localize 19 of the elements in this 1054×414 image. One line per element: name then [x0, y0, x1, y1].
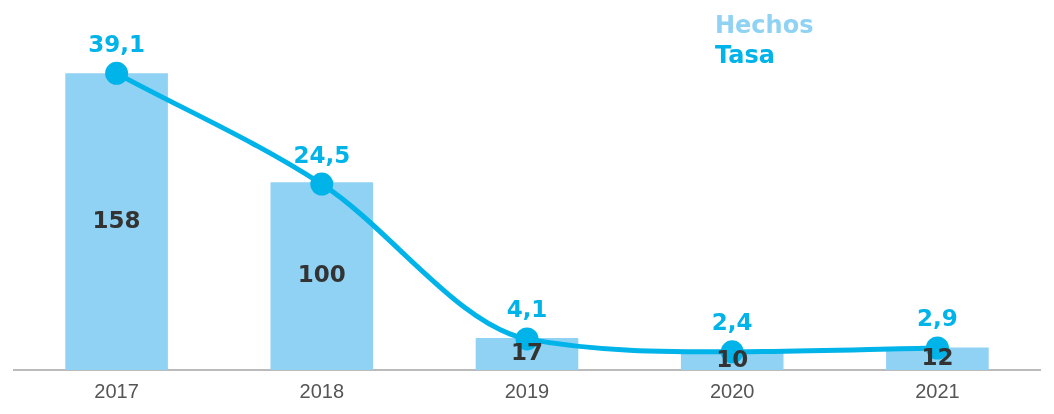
x-tick-label: 2020 — [709, 379, 755, 402]
data-label: 4,1 — [506, 296, 548, 323]
data-label: 100 — [297, 261, 346, 288]
data-label: 2,9 — [917, 305, 958, 332]
data-label: 2,4 — [711, 309, 753, 336]
text: Hechos — [715, 10, 814, 40]
point — [105, 61, 129, 85]
data-label: 24,5 — [293, 141, 351, 168]
x-tick-label: 2017 — [94, 379, 139, 402]
bar — [270, 182, 374, 370]
data-label: 17 — [510, 339, 544, 366]
x-tick-label: 2021 — [915, 379, 960, 402]
data-label: 158 — [92, 206, 141, 233]
bar — [65, 73, 168, 370]
data-label: 39,1 — [88, 30, 145, 57]
text: Tasa — [715, 40, 776, 70]
point — [310, 172, 334, 196]
x-tick-label: 2019 — [504, 379, 550, 402]
x-tick-label: 2018 — [299, 379, 345, 402]
